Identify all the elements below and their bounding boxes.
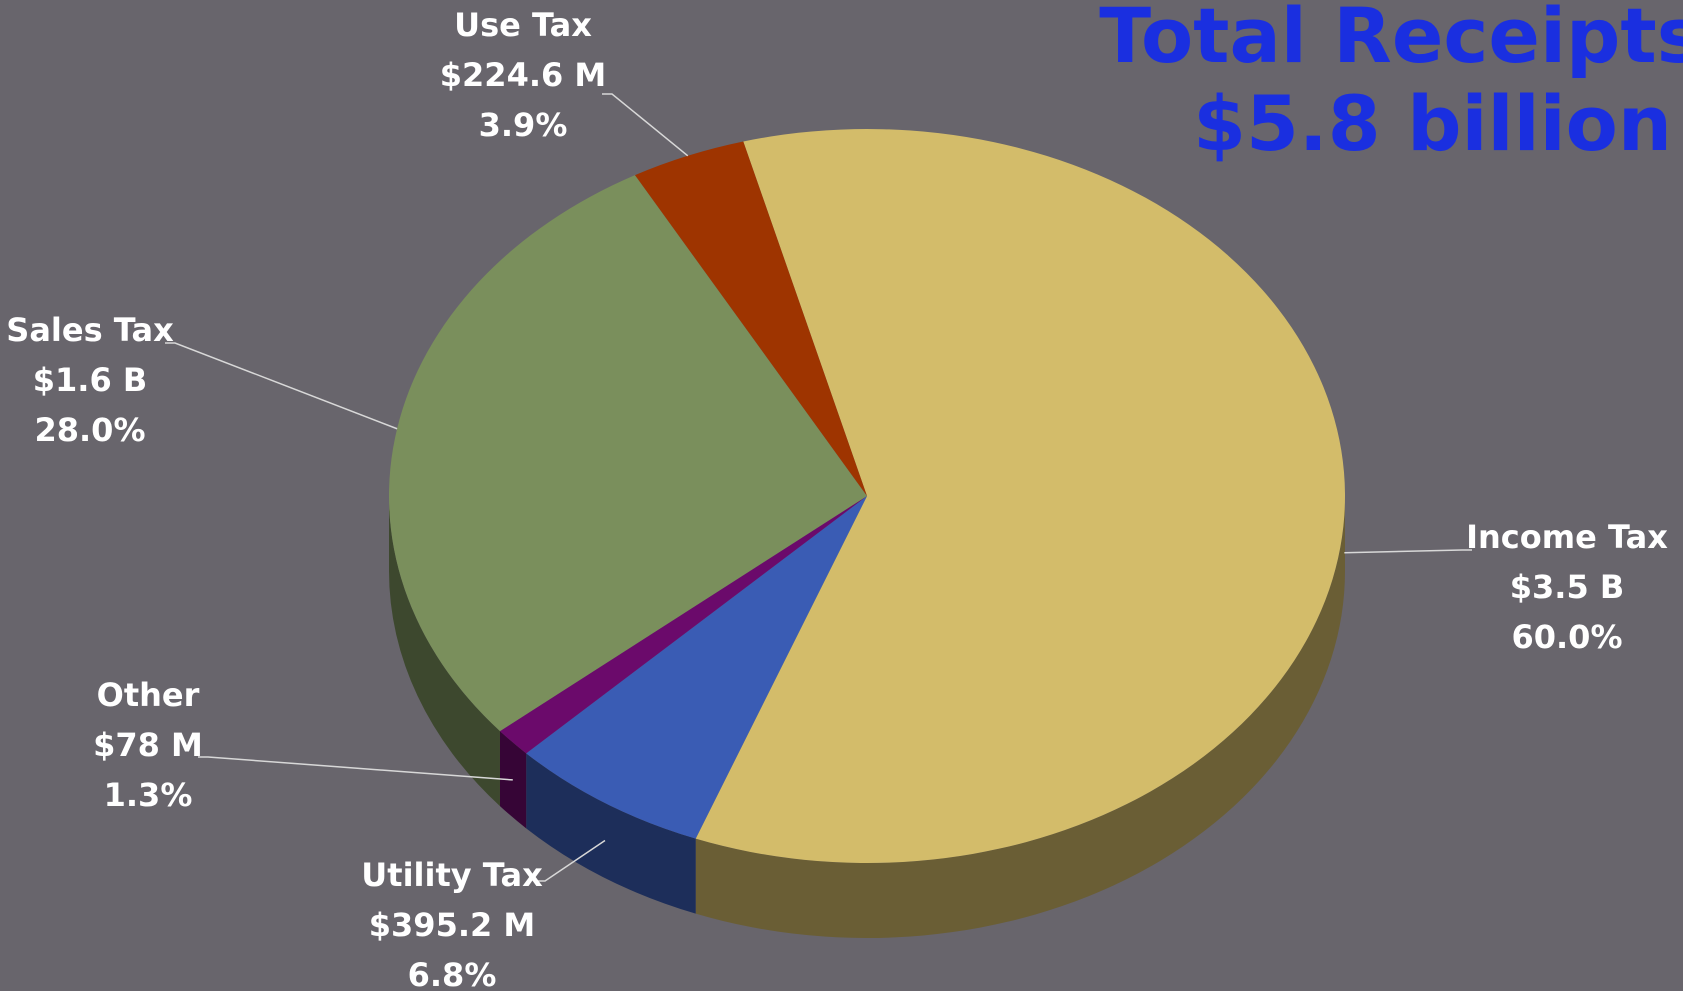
slice-side [389, 496, 500, 807]
slice [695, 128, 1345, 864]
slice [634, 141, 867, 496]
leader-line [165, 342, 398, 430]
value-label: 60.0% [1511, 618, 1622, 656]
value-label: 6.8% [408, 956, 497, 991]
slice-label: Use Tax [454, 6, 592, 44]
slice-side [526, 753, 696, 914]
amount-label: $395.2 M [369, 906, 535, 944]
slice-label: Other [97, 676, 200, 714]
leader-line [198, 756, 513, 781]
slice-label: Utility Tax [361, 856, 543, 894]
chart-subtitle: $5.8 billion [1193, 79, 1672, 168]
slice [388, 175, 867, 732]
amount-label: $3.5 B [1510, 568, 1624, 606]
slice [526, 496, 867, 839]
amount-label: $1.6 B [33, 361, 147, 399]
value-label: 1.3% [104, 776, 193, 814]
leader-line [1344, 549, 1472, 554]
slice-label: Sales Tax [6, 311, 174, 349]
slice [499, 496, 867, 754]
chart-title: Total Receipts [1099, 0, 1683, 80]
slice-side [499, 731, 527, 829]
slice-side [695, 496, 1345, 938]
amount-label: $224.6 M [440, 56, 606, 94]
leader-line [535, 839, 606, 882]
value-label: 3.9% [479, 106, 568, 144]
slice-label: Income Tax [1466, 518, 1668, 556]
value-label: 28.0% [34, 411, 145, 449]
amount-label: $78 M [93, 726, 203, 764]
leader-line [602, 93, 689, 157]
